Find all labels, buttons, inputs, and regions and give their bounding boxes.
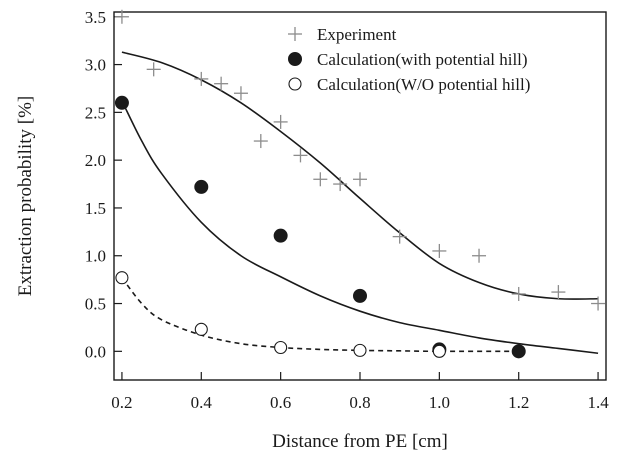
x-axis-ticks: 0.2 0.4 0.6 0.8 1.0 1.2 1.4 — [111, 372, 609, 412]
experiment-point — [253, 134, 268, 149]
experiment-point — [146, 62, 161, 77]
legend-label: Calculation(W/O potential hill) — [317, 75, 530, 94]
calc-without-hill-point — [353, 343, 367, 357]
calc-with-hill-point — [511, 344, 526, 359]
experiment-point — [293, 148, 308, 163]
x-axis-label: Distance from PE [cm] — [272, 431, 448, 452]
experiment-point — [313, 172, 328, 187]
legend-without-hill-marker — [288, 77, 302, 91]
experiment-point — [194, 71, 209, 86]
calc-with-hill-point — [273, 228, 288, 243]
legend: Experiment Calculation(with potential hil… — [288, 25, 530, 94]
calc-with-hill-point — [114, 95, 129, 110]
calc-without-hill-point — [432, 344, 446, 358]
experiment-point — [392, 229, 407, 244]
x-tick-label: 0.4 — [191, 393, 213, 412]
y-tick-label: 2.0 — [85, 151, 106, 170]
dashed-model-curve — [121, 277, 519, 353]
y-tick-label: 3.5 — [85, 8, 106, 27]
x-tick-label: 1.4 — [587, 393, 609, 412]
y-tick-label: 1.5 — [85, 199, 106, 218]
experiment-point — [551, 285, 566, 300]
x-tick-label: 1.2 — [508, 393, 529, 412]
y-axis-label: Extraction probability [%] — [15, 96, 36, 297]
experiment-point — [233, 86, 248, 101]
y-tick-label: 2.5 — [85, 103, 106, 122]
experiment-point — [114, 9, 129, 24]
legend-experiment-marker — [288, 27, 302, 41]
legend-with-hill-marker — [288, 52, 302, 66]
experiment-point — [214, 76, 229, 91]
experiment-point — [511, 286, 526, 301]
legend-label: Calculation(with potential hill) — [317, 50, 528, 69]
y-tick-label: 3.0 — [85, 56, 106, 75]
calc-without-hill-point — [274, 340, 288, 355]
x-tick-label: 0.2 — [111, 393, 132, 412]
experiment-point — [333, 177, 348, 192]
experiment-point — [432, 243, 447, 258]
experiment-point — [273, 114, 288, 129]
legend-label: Experiment — [317, 25, 397, 44]
experiment-point — [353, 172, 367, 187]
y-tick-label: 1.0 — [85, 247, 106, 266]
y-tick-label: 0.5 — [85, 295, 106, 314]
calc-with-hill-point — [353, 288, 367, 303]
calc-with-hill-point — [194, 179, 209, 194]
calc-without-hill-point — [115, 271, 129, 285]
experiment-point — [591, 296, 606, 311]
y-tick-label: 0.0 — [85, 342, 106, 361]
data-points — [114, 9, 606, 359]
calc-without-hill-point — [194, 322, 208, 336]
model-curves — [121, 51, 599, 355]
x-tick-label: 1.0 — [429, 393, 450, 412]
y-axis-ticks: 0.0 0.5 1.0 1.5 2.0 2.5 3.0 3.5 — [85, 8, 122, 361]
experiment-point — [472, 248, 487, 263]
solid-model-curve — [121, 100, 599, 355]
x-tick-label: 0.8 — [349, 393, 370, 412]
x-tick-label: 0.6 — [270, 393, 291, 412]
